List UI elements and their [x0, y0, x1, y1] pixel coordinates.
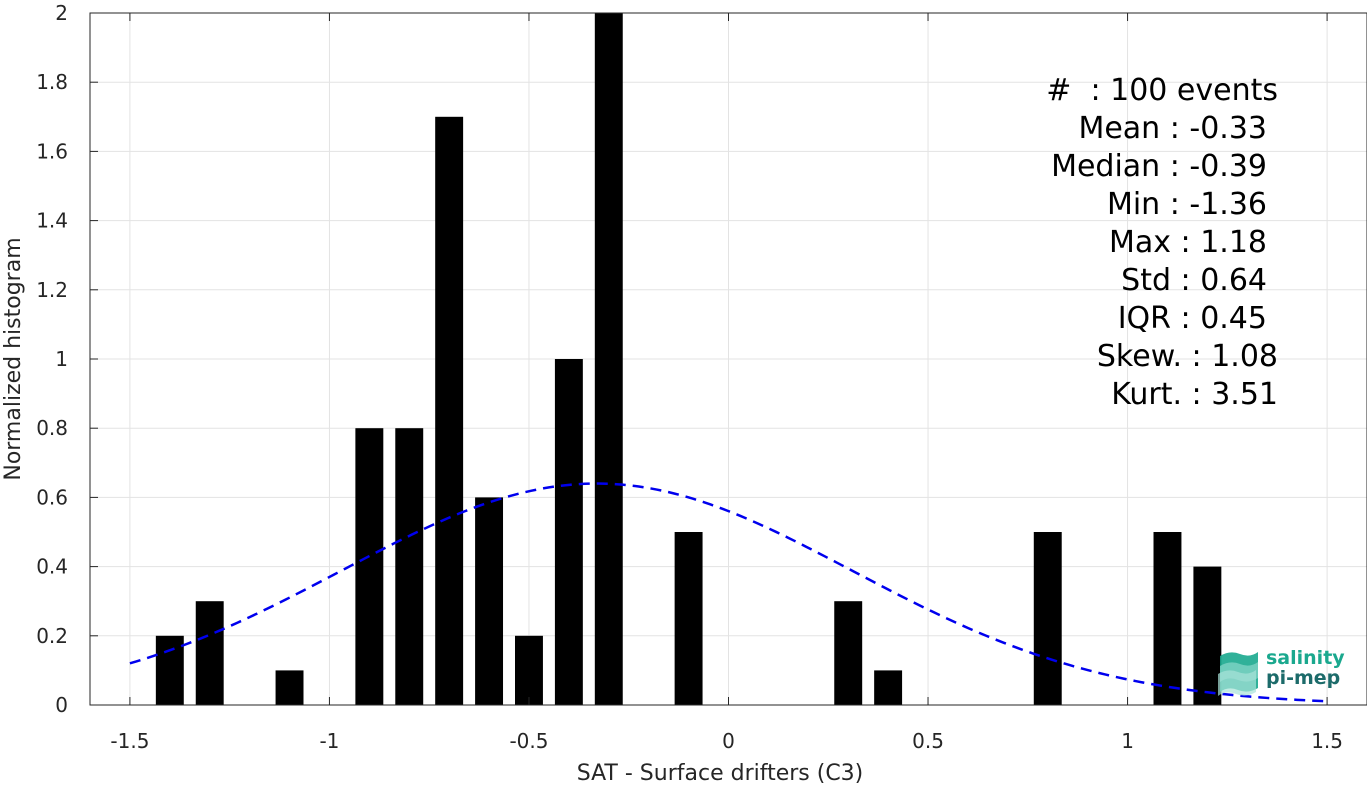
x-tick-label: -0.5: [509, 729, 548, 753]
histogram-bar: [395, 428, 424, 705]
stat-max: Max : 1.18: [1109, 225, 1267, 260]
y-tick-label: 1.2: [36, 278, 68, 302]
stat-count: # : 100 events: [1046, 73, 1278, 108]
stat-skew: Skew. : 1.08: [1096, 339, 1278, 374]
stat-kurt: Kurt. : 3.51: [1111, 377, 1278, 412]
histogram-bar: [1153, 532, 1182, 705]
y-tick-label: 1.4: [36, 209, 68, 233]
x-tick-label: 0: [722, 729, 735, 753]
histogram-bar: [275, 670, 304, 705]
stat-iqr: IQR : 0.45: [1117, 301, 1267, 336]
logo-line1: salinity: [1266, 647, 1345, 669]
histogram-bar: [674, 532, 703, 705]
y-tick-label: 0.2: [36, 624, 68, 648]
waves-logo-icon: [1218, 652, 1258, 696]
y-tick-label: 1.6: [36, 139, 68, 163]
x-tick-label: 1.5: [1311, 729, 1343, 753]
x-tick-label: -1.5: [110, 729, 149, 753]
stat-median: Median : -0.39: [1051, 149, 1267, 184]
histogram-bar: [834, 601, 863, 705]
histogram-bar: [594, 13, 623, 705]
stats-annotation: # : 100 events Mean : -0.33 Median : -0.…: [1000, 72, 1300, 414]
histogram-bars: [155, 13, 1222, 706]
y-axis-label: Normalized histogram: [1, 237, 26, 480]
logo-line2: pi-mep: [1266, 667, 1341, 689]
stat-mean: Mean : -0.33: [1078, 111, 1267, 146]
histogram-bar: [355, 428, 384, 705]
x-tick-label: 1: [1121, 729, 1134, 753]
stat-std: Std : 0.64: [1121, 263, 1267, 298]
y-tick-label: 0.6: [36, 485, 68, 509]
histogram-bar: [1033, 532, 1062, 705]
x-tick-label: 0.5: [912, 729, 944, 753]
histogram-bar: [554, 359, 583, 705]
x-axis-label: SAT - Surface drifters (C3): [577, 761, 864, 785]
salinity-pi-mep-logo: salinity pi-mep: [1216, 646, 1351, 696]
y-tick-label: 1: [55, 347, 68, 371]
histogram-bar: [874, 670, 903, 705]
axis-ticks: -1.5 -1 -0.5 0 0.5 1 1.5 0 0.2 0.4 0.6 0.8 1 1.2 1.4 1.…: [36, 1, 1343, 753]
x-tick-label: -1: [319, 729, 339, 753]
y-tick-label: 0.8: [36, 416, 68, 440]
histogram-bar: [515, 635, 543, 705]
y-tick-label: 2: [55, 1, 68, 25]
histogram-bar: [475, 497, 504, 705]
y-tick-label: 1.8: [36, 70, 68, 94]
histogram-bar: [195, 601, 224, 705]
y-tick-label: 0.4: [36, 555, 68, 579]
histogram-bar: [435, 116, 464, 706]
normal-fit-curve: [129, 482, 1328, 703]
histogram-bar: [155, 635, 184, 705]
y-tick-label: 0: [55, 693, 68, 717]
histogram-bar: [1193, 566, 1222, 705]
stat-min: Min : -1.36: [1106, 187, 1267, 222]
